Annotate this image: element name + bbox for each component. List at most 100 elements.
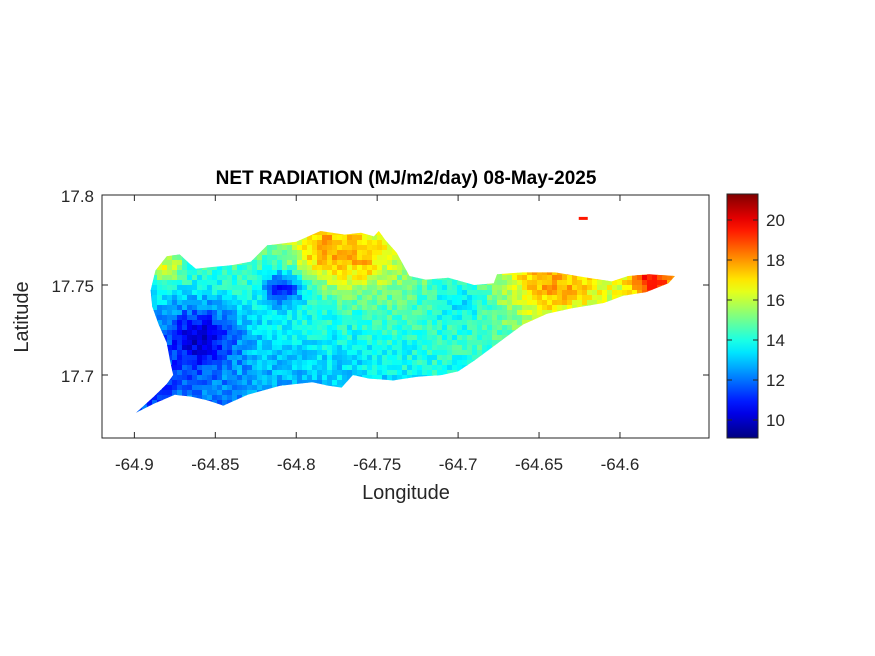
heatmap-cell-2257 [212,320,218,326]
heatmap-cell-1727 [362,295,368,301]
heatmap-cell-937 [332,260,338,266]
heatmap-cell-1663 [602,290,608,296]
heatmap-cell-2507 [342,330,348,336]
heatmap-cell-3312 [447,365,453,371]
heatmap-cell-1496 [327,285,333,291]
heatmap-cell-1919 [202,305,208,311]
heatmap-cell-3035 [182,355,188,361]
heatmap-cell-816 [287,255,293,261]
heatmap-cell-1321 [572,275,578,281]
heatmap-cell-2979 [462,350,468,356]
heatmap-cell-1449 [652,280,658,286]
heatmap-cell-3607 [242,380,248,386]
heatmap-cell-1552 [607,285,613,291]
heatmap-cell-835 [382,255,388,261]
heatmap-cell-2731 [342,340,348,346]
heatmap-cell-2823 [242,345,248,351]
heatmap-cell-2483 [222,330,228,336]
heatmap-cell-1558 [637,285,643,291]
heatmap-cell-2642 [457,335,463,341]
heatmap-cell-2307 [462,320,468,326]
heatmap-cell-2381 [272,325,278,331]
heatmap-cell-2203 [502,315,508,321]
heatmap-cell-1203 [542,270,548,276]
heatmap-cell-1246 [197,275,203,281]
heatmap-cell-3200 [447,360,453,366]
heatmap-cell-3416 [407,370,413,376]
heatmap-cell-1707 [262,295,268,301]
heatmap-cell-1947 [342,305,348,311]
heatmap-cell-940 [347,260,353,266]
heatmap-cell-1331 [622,275,628,281]
heatmap-cell-2938 [257,350,263,356]
heatmap-cell-3066 [337,355,343,361]
heatmap-cell-1523 [462,285,468,291]
heatmap-cell-705 [292,250,298,256]
heatmap-cell-1495 [322,285,328,291]
heatmap-cell-2416 [447,325,453,331]
heatmap-cell-270 [357,231,363,236]
heatmap-cell-1816 [247,300,253,306]
heatmap-cell-3299 [382,365,388,371]
heatmap-cell-1872 [527,300,533,306]
heatmap-cell-264 [327,231,333,236]
heatmap-cell-1143 [242,270,248,276]
heatmap-cell-1432 [567,280,573,286]
heatmap-cell-1607 [322,290,328,296]
heatmap-cell-1028 [227,265,233,271]
heatmap-cell-2360 [167,325,173,331]
heatmap-cell-1771 [582,295,588,301]
heatmap-cell-1044 [307,265,313,271]
heatmap-cell-3055 [282,355,288,361]
heatmap-cell-3292 [347,365,353,371]
heatmap-cell-598 [317,245,323,251]
heatmap-cell-1377 [292,280,298,286]
heatmap-cell-2022 [157,310,163,316]
heatmap-cell-3304 [407,365,413,371]
heatmap-cell-1478 [237,285,243,291]
heatmap-cell-1761 [532,295,538,301]
heatmap-cell-2726 [317,340,323,346]
heatmap-cell-3940 [227,395,233,401]
heatmap-cell-715 [342,250,348,256]
heatmap-cell-1878 [557,300,563,306]
heatmap-cell-3389 [272,370,278,376]
heatmap-cell-2052 [307,310,313,316]
heatmap-cell-1385 [332,280,338,286]
heatmap-cell-3515 [342,375,348,381]
heatmap-cell-837 [392,255,398,261]
heatmap-cell-2420 [467,325,473,331]
heatmap-cell-2847 [362,345,368,351]
heatmap-cell-1853 [432,300,438,306]
heatmap-cell-2190 [437,315,443,321]
heatmap-cell-2509 [352,330,358,336]
heatmap-cell-1029 [232,265,238,271]
heatmap-cell-1372 [267,280,273,286]
heatmap-cell-2754 [457,340,463,346]
heatmap-cell-1602 [297,290,303,296]
heatmap-cell-2643 [462,335,468,341]
heatmap-cell-2387 [302,325,308,331]
heatmap-cell-2490 [257,330,263,336]
heatmap-cell-1503 [362,285,368,291]
heatmap-cell-3830 [237,390,243,396]
heatmap-cell-3314 [457,365,463,371]
heatmap-cell-3077 [392,355,398,361]
heatmap-cell-1612 [347,290,353,296]
heatmap-cell-3056 [287,355,293,361]
heatmap-cell-3601 [212,380,218,386]
heatmap-cell-1648 [527,290,533,296]
heatmap-cell-3705 [172,385,178,391]
heatmap-cell-3172 [307,360,313,366]
heatmap-cell-1508 [387,285,393,291]
heatmap-cell-1909 [152,305,158,311]
heatmap-cell-3626 [337,380,343,386]
heatmap-cell-1167 [362,270,368,276]
heatmap-cell-2750 [437,340,443,346]
heatmap-cell-2839 [322,345,328,351]
heatmap-cell-1274 [337,275,343,281]
heatmap-cell-1390 [357,280,363,286]
heatmap-cell-3293 [352,365,358,371]
heatmap-cell-3411 [382,370,388,376]
